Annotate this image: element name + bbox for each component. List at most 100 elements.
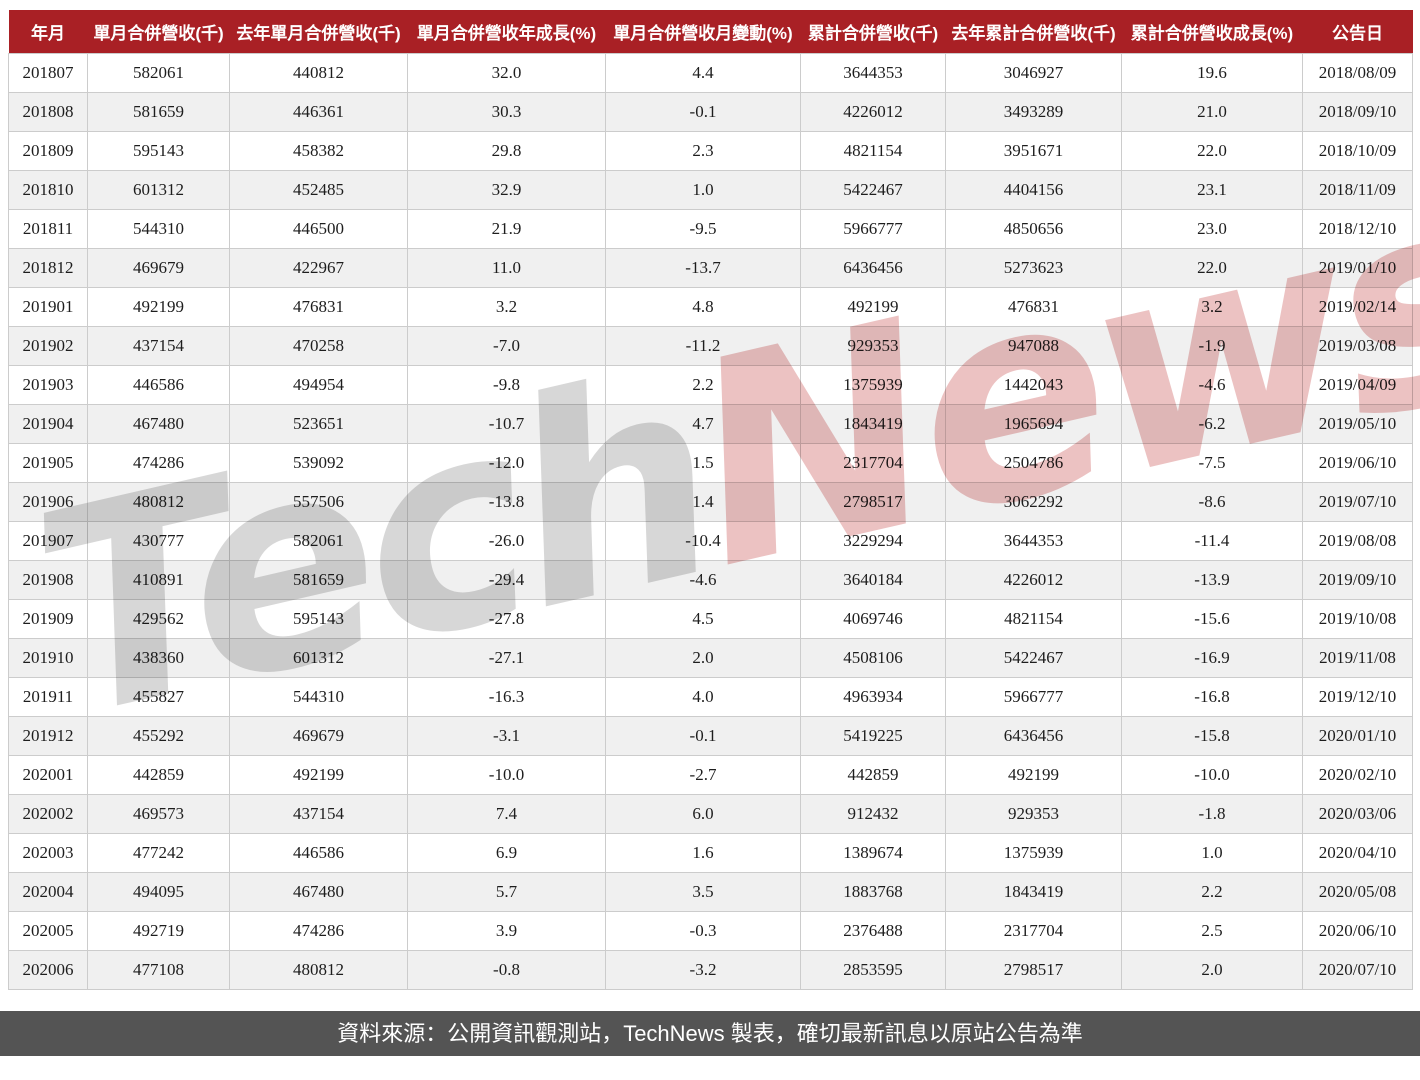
- table-row: 202003 477242 446586 6.9 1.6 1389674 1375939 1.…: [8, 833, 1413, 873]
- cell: -9.5: [605, 209, 801, 249]
- source-footer-text: 資料來源：公開資訊觀測站，TechNews 製表，確切最新訊息以原站公告為準: [337, 1021, 1083, 1046]
- cell: 22.0: [1121, 248, 1303, 288]
- cell: -27.1: [407, 638, 606, 678]
- cell: 3493289: [945, 92, 1122, 132]
- cell: 3062292: [945, 482, 1122, 522]
- cell: 202006: [8, 950, 88, 990]
- cell: 1.5: [605, 443, 801, 483]
- cell: 7.4: [407, 794, 606, 834]
- cell: 929353: [800, 326, 946, 366]
- cell: 467480: [229, 872, 408, 912]
- table-row: 202002 469573 437154 7.4 6.0 912432 929353 -1.8…: [8, 794, 1413, 834]
- cell: 494095: [87, 872, 230, 912]
- cell: 22.0: [1121, 131, 1303, 171]
- cell: -7.5: [1121, 443, 1303, 483]
- cell: 4069746: [800, 599, 946, 639]
- cell: 2020/05/08: [1302, 872, 1413, 912]
- cell: 4.5: [605, 599, 801, 639]
- cell: 6.0: [605, 794, 801, 834]
- cell: -0.3: [605, 911, 801, 951]
- cell: 469573: [87, 794, 230, 834]
- cell: 582061: [229, 521, 408, 561]
- cell: 452485: [229, 170, 408, 210]
- cell: 2376488: [800, 911, 946, 951]
- cell: 1389674: [800, 833, 946, 873]
- cell: 23.1: [1121, 170, 1303, 210]
- cell: 492199: [945, 755, 1122, 795]
- cell: 2019/07/10: [1302, 482, 1413, 522]
- table-row: 202004 494095 467480 5.7 3.5 1883768 1843419 2.…: [8, 872, 1413, 912]
- table-row: 201908 410891 581659 -29.4 -4.6 3640184 422601…: [8, 560, 1413, 600]
- cell: 2019/01/10: [1302, 248, 1413, 288]
- cell: 494954: [229, 365, 408, 405]
- cell: 446361: [229, 92, 408, 132]
- cell: 2018/09/10: [1302, 92, 1413, 132]
- header-row: 年月 單月合併營收(千) 去年單月合併營收(千) 單月合併營收年成長(%) 單月合併營收…: [8, 10, 1413, 54]
- cell: -4.6: [605, 560, 801, 600]
- cell: 4404156: [945, 170, 1122, 210]
- source-footer-bar: 資料來源：公開資訊觀測站，TechNews 製表，確切最新訊息以原站公告為準: [0, 1011, 1420, 1056]
- cell: 429562: [87, 599, 230, 639]
- cell: 202001: [8, 755, 88, 795]
- cell: 476831: [945, 287, 1122, 327]
- cell: 422967: [229, 248, 408, 288]
- column-header: 公告日: [1302, 10, 1413, 54]
- cell: 5966777: [945, 677, 1122, 717]
- column-header: 單月合併營收月變動(%): [605, 10, 801, 54]
- cell: -26.0: [407, 521, 606, 561]
- cell: 2019/10/08: [1302, 599, 1413, 639]
- monthly-revenue-table: 年月 單月合併營收(千) 去年單月合併營收(千) 單月合併營收年成長(%) 單月合併營收…: [8, 10, 1413, 990]
- cell: 582061: [87, 53, 230, 93]
- cell: -10.0: [1121, 755, 1303, 795]
- cell: 23.0: [1121, 209, 1303, 249]
- cell: 2020/04/10: [1302, 833, 1413, 873]
- cell: -27.8: [407, 599, 606, 639]
- cell: -15.8: [1121, 716, 1303, 756]
- cell: 929353: [945, 794, 1122, 834]
- cell: -6.2: [1121, 404, 1303, 444]
- cell: 595143: [229, 599, 408, 639]
- cell: 201907: [8, 521, 88, 561]
- cell: 6436456: [945, 716, 1122, 756]
- table-row: 201807 582061 440812 32.0 4.4 3644353 3046927 1…: [8, 53, 1413, 93]
- cell: 474286: [229, 911, 408, 951]
- column-header: 去年累計合併營收(千): [945, 10, 1122, 54]
- cell: 1843419: [945, 872, 1122, 912]
- cell: 1.0: [605, 170, 801, 210]
- cell: -10.0: [407, 755, 606, 795]
- cell: 5.7: [407, 872, 606, 912]
- cell: 446500: [229, 209, 408, 249]
- cell: 2019/08/08: [1302, 521, 1413, 561]
- cell: 32.0: [407, 53, 606, 93]
- cell: 1843419: [800, 404, 946, 444]
- cell: 5422467: [800, 170, 946, 210]
- cell: 2504786: [945, 443, 1122, 483]
- cell: 201810: [8, 170, 88, 210]
- cell: 1375939: [800, 365, 946, 405]
- cell: 5966777: [800, 209, 946, 249]
- cell: -13.7: [605, 248, 801, 288]
- table-row: 201901 492199 476831 3.2 4.8 492199 476831 3.2 2…: [8, 287, 1413, 327]
- cell: 581659: [87, 92, 230, 132]
- table-row: 201910 438360 601312 -27.1 2.0 4508106 5422467…: [8, 638, 1413, 678]
- cell: 430777: [87, 521, 230, 561]
- cell: 2.0: [1121, 950, 1303, 990]
- cell: 601312: [229, 638, 408, 678]
- cell: -11.2: [605, 326, 801, 366]
- table-row: 201904 467480 523651 -10.7 4.7 1843419 1965694…: [8, 404, 1413, 444]
- table-row: 201906 480812 557506 -13.8 1.4 2798517 3062292…: [8, 482, 1413, 522]
- cell: 2018/10/09: [1302, 131, 1413, 171]
- cell: -10.4: [605, 521, 801, 561]
- cell: 492199: [800, 287, 946, 327]
- cell: 4.8: [605, 287, 801, 327]
- table-row: 202006 477108 480812 -0.8 -3.2 2853595 2798517…: [8, 950, 1413, 990]
- cell: 19.6: [1121, 53, 1303, 93]
- cell: -16.3: [407, 677, 606, 717]
- column-header: 累計合併營收(千): [800, 10, 946, 54]
- cell: -2.7: [605, 755, 801, 795]
- cell: 5273623: [945, 248, 1122, 288]
- cell: -29.4: [407, 560, 606, 600]
- cell: 1375939: [945, 833, 1122, 873]
- cell: -0.8: [407, 950, 606, 990]
